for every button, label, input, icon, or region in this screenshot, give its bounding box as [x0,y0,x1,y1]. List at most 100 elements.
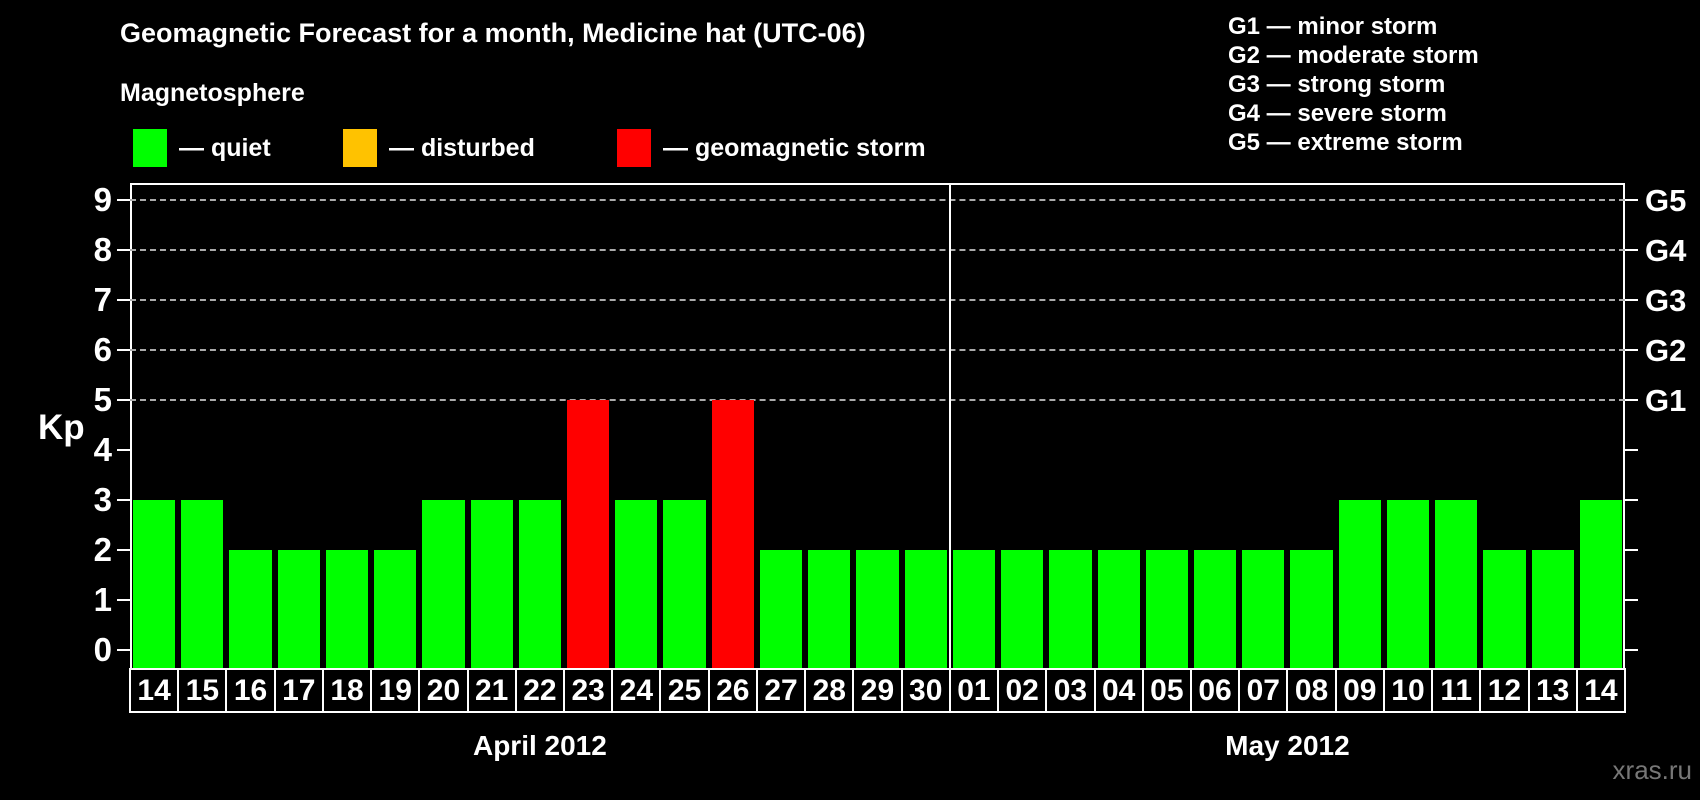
day-label-19: 19 [370,668,421,713]
kp-bar-day-14 [133,500,176,668]
day-label-17: 17 [273,668,324,713]
g-legend-line: G2 — moderate storm [1228,42,1479,69]
kp-bar-day-21 [470,500,513,668]
kp-axis-title: Kp [38,408,85,447]
kp-bar-day-29 [856,550,899,668]
day-label-22: 22 [514,668,566,713]
y-tick-label-7: 7 [93,281,112,318]
magnetosphere-label: Magnetosphere [120,79,305,107]
legend-label-storm: — geomagnetic storm [663,133,926,162]
kp-bar-day-27 [759,550,803,668]
month-label-1: May 2012 [1225,730,1350,761]
day-label-13: 13 [1527,668,1578,713]
y-tick-right-9 [1625,199,1638,201]
kp-bar-day-25 [663,500,706,668]
kp-bar-day-30 [904,550,947,668]
day-label-03: 03 [1045,668,1096,713]
right-axis-label-G2: G2 [1645,333,1687,368]
legend-label-disturbed: — disturbed [389,133,535,162]
y-tick-left-8 [117,249,130,251]
y-tick-left-6 [117,349,130,351]
plot-area [130,183,1625,668]
day-label-06: 06 [1189,668,1241,713]
day-label-28: 28 [804,668,855,713]
y-tick-label-8: 8 [93,231,112,268]
y-tick-right-2 [1625,549,1638,551]
day-label-29: 29 [852,668,903,713]
month-label-0: April 2012 [472,730,607,761]
day-label-16: 16 [225,668,276,713]
y-tick-right-0 [1625,649,1638,651]
right-axis-label-G5: G5 [1645,183,1687,218]
page-title: Geomagnetic Forecast for a month, Medici… [120,18,866,48]
kp-bar-day-08 [1290,550,1333,668]
gridline-kp-8 [130,249,1625,251]
legend-label-quiet: — quiet [179,133,271,162]
y-tick-label-0: 0 [93,631,112,668]
day-label-25: 25 [659,668,710,713]
gridline-kp-9 [130,199,1625,201]
right-axis-label-G3: G3 [1645,283,1687,318]
kp-bar-day-12 [1483,550,1526,668]
y-tick-label-6: 6 [93,331,112,368]
y-tick-left-4 [117,449,130,451]
disturbed-color-swatch [343,129,377,167]
day-label-30: 30 [900,668,951,713]
y-tick-label-4: 4 [93,431,112,468]
y-tick-left-9 [117,199,130,201]
day-label-26: 26 [707,668,758,713]
g-scale-legend: G1 — minor storm G2 — moderate storm G3 — … [1228,12,1479,157]
y-tick-left-1 [117,599,130,601]
day-label-02: 02 [997,668,1048,713]
y-tick-right-8 [1625,249,1638,251]
kp-bar-day-18 [325,550,369,668]
kp-bar-day-10 [1386,500,1430,668]
day-label-11: 11 [1431,668,1482,713]
day-label-04: 04 [1093,668,1144,713]
y-tick-left-0 [117,649,130,651]
day-label-09: 09 [1334,668,1385,713]
quiet-color-swatch [133,129,167,167]
g-legend-line: G1 — minor storm [1228,13,1438,40]
y-tick-right-7 [1625,299,1638,301]
kp-bar-day-14 [1579,500,1622,668]
y-tick-left-2 [117,549,130,551]
y-tick-left-7 [117,299,130,301]
storm-color-swatch [617,129,651,167]
kp-bar-day-05 [1145,550,1188,668]
day-label-12: 12 [1479,668,1530,713]
kp-bar-day-17 [277,550,320,668]
y-tick-label-1: 1 [93,581,112,618]
kp-bar-day-26 [711,400,754,668]
kp-bar-day-04 [1097,550,1140,668]
y-tick-label-9: 9 [93,181,112,218]
kp-bar-day-06 [1193,550,1237,668]
day-label-24: 24 [611,668,662,713]
legend-item-disturbed: — disturbed [343,128,535,168]
right-axis-label-G4: G4 [1645,233,1687,268]
kp-bar-day-03 [1049,550,1092,668]
day-label-05: 05 [1141,668,1192,713]
kp-bar-day-11 [1435,500,1478,668]
right-axis-label-G1: G1 [1645,383,1687,418]
y-tick-right-1 [1625,599,1638,601]
gridline-kp-6 [130,349,1625,351]
kp-bar-day-07 [1242,550,1285,668]
kp-bar-day-19 [374,550,417,668]
kp-bar-day-09 [1338,500,1381,668]
kp-bar-day-15 [181,500,224,668]
y-tick-right-6 [1625,349,1638,351]
kp-bar-day-24 [615,500,658,668]
kp-bar-day-13 [1531,550,1574,668]
y-tick-right-3 [1625,499,1638,501]
kp-bar-day-16 [229,550,272,668]
kp-bar-day-28 [808,550,851,668]
g-legend-line: G5 — extreme storm [1228,129,1463,156]
y-tick-right-5 [1625,399,1638,401]
y-tick-left-3 [117,499,130,501]
watermark: xras.ru [1612,755,1692,785]
g-legend-line: G4 — severe storm [1228,100,1447,127]
gridline-kp-7 [130,299,1625,301]
kp-bar-day-22 [518,500,562,668]
